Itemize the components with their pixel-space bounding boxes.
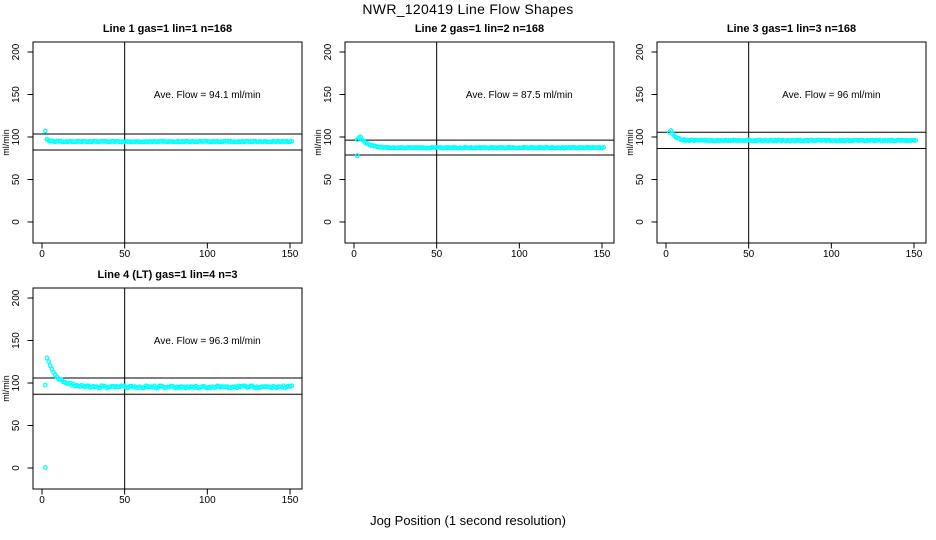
ave-flow-annotation: Ave. Flow = 96.3 ml/min: [154, 336, 261, 347]
x-tick-label: 100: [199, 249, 216, 260]
scatter-points: [354, 134, 607, 159]
x-tick-label: 50: [119, 249, 131, 260]
panel-title: Line 1 gas=1 lin=1 n=168: [103, 23, 232, 35]
x-tick-label: 100: [511, 249, 528, 260]
panel-title: Line 2 gas=1 lin=2 n=168: [415, 23, 544, 35]
panel-line-1-plot: 0 50 100 150 0 50 100 150 200 ml/min Line 1 gas=1 …: [1, 23, 303, 260]
x-tick-label: 50: [743, 249, 755, 260]
x-tick-label: 100: [823, 249, 840, 260]
x-tick-label: 50: [119, 495, 131, 506]
x-axis-label: Jog Position (1 second resolution): [370, 513, 566, 528]
x-tick-label: 150: [282, 249, 299, 260]
y-tick-label: 0: [323, 219, 334, 225]
x-tick-label: 150: [594, 249, 611, 260]
main-title: NWR_120419 Line Flow Shapes: [362, 1, 574, 17]
y-tick-label: 150: [635, 86, 646, 103]
y-tick-label: 100: [11, 128, 22, 145]
x-tick-label: 150: [906, 249, 923, 260]
x-tick-label: 0: [39, 249, 45, 260]
y-tick-label: 200: [11, 289, 22, 306]
y-tick-label: 100: [11, 374, 22, 391]
panel-line-2-plot: 0 50 100 150 0 50 100 150 200 ml/min Line 2 gas=1 …: [313, 23, 615, 260]
scatter-points: [42, 128, 295, 145]
x-tick-label: 0: [39, 495, 45, 506]
x-tick-label: 150: [282, 495, 299, 506]
y-tick-label: 200: [635, 43, 646, 60]
ave-flow-annotation: Ave. Flow = 87.5 ml/min: [466, 90, 573, 101]
plot-box: [32, 287, 303, 490]
plot-box: [32, 41, 303, 244]
y-tick-label: 0: [635, 219, 646, 225]
ave-flow-annotation: Ave. Flow = 94.1 ml/min: [154, 90, 261, 101]
x-tick-label: 50: [431, 249, 443, 260]
ave-flow-annotation: Ave. Flow = 96 ml/min: [782, 90, 880, 101]
x-tick-label: 0: [351, 249, 357, 260]
plot-box: [344, 41, 615, 244]
y-tick-label: 200: [11, 43, 22, 60]
panel-title: Line 4 (LT) gas=1 lin=4 n=3: [97, 269, 237, 281]
y-axis-unit-label: ml/min: [1, 129, 11, 156]
y-tick-label: 0: [11, 219, 22, 225]
panel-line-4-plot: 0 50 100 150 0 50 100 150 200 ml/min Line 4 (LT) g…: [1, 269, 303, 506]
y-tick-label: 50: [323, 174, 334, 186]
y-tick-label: 100: [323, 128, 334, 145]
y-tick-label: 150: [11, 86, 22, 103]
y-axis-unit-label: ml/min: [625, 129, 635, 156]
scatter-points: [666, 127, 919, 144]
plot-box: [656, 41, 927, 244]
y-axis-unit-label: ml/min: [313, 129, 323, 156]
scatter-points: [42, 355, 295, 470]
y-tick-label: 150: [11, 332, 22, 349]
y-axis-unit-label: ml/min: [1, 375, 11, 402]
x-tick-label: 0: [663, 249, 669, 260]
panel-title: Line 3 gas=1 lin=3 n=168: [727, 23, 856, 35]
y-tick-label: 150: [323, 86, 334, 103]
x-tick-label: 100: [199, 495, 216, 506]
y-tick-label: 50: [635, 174, 646, 186]
y-tick-label: 100: [635, 128, 646, 145]
panel-line-3-plot: 0 50 100 150 0 50 100 150 200 ml/min Line 3 gas=1 …: [625, 23, 927, 260]
y-tick-label: 200: [323, 43, 334, 60]
y-tick-label: 50: [11, 420, 22, 432]
y-tick-label: 0: [11, 465, 22, 471]
y-tick-label: 50: [11, 174, 22, 186]
